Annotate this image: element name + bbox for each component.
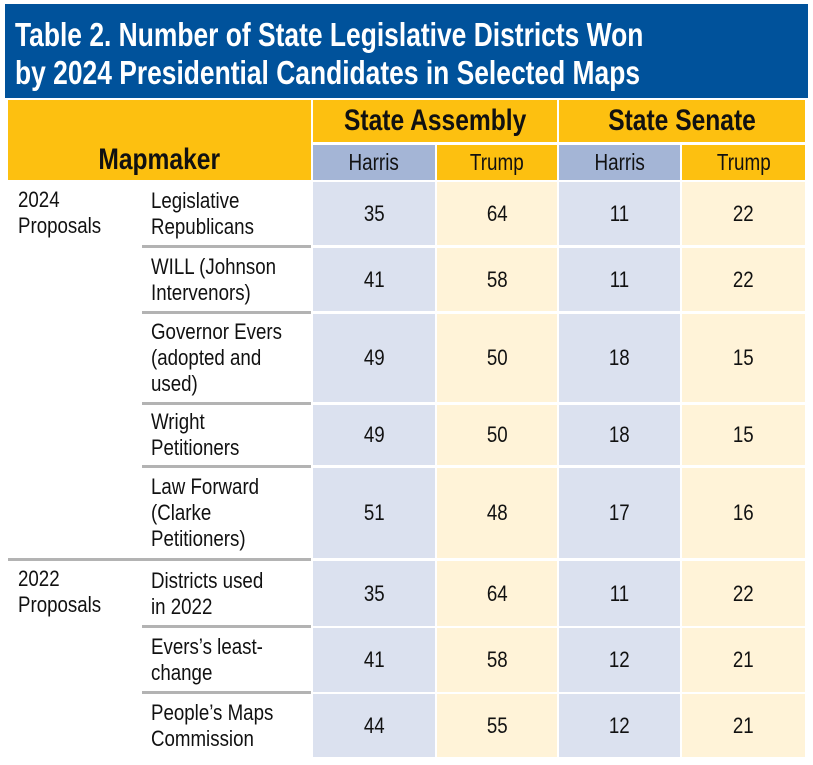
mapmaker-label: People’s Maps Commission: [151, 699, 274, 751]
harris-assembly-cell: 49: [313, 405, 435, 465]
mapmaker-label: Wright Petitioners: [151, 409, 240, 460]
trump-senate-cell: 22: [682, 561, 805, 626]
group-label: 2024 Proposals: [18, 187, 102, 238]
harris-assembly-cell: 35: [313, 182, 435, 245]
row-divider: [142, 625, 311, 628]
harris-assembly-cell: 44: [313, 694, 435, 757]
mapmaker-label: WILL (Johnson Intervenors): [151, 253, 277, 305]
subheader-trump-senate: Trump: [682, 145, 805, 180]
title-line-1: Table 2. Number of State Legislative Dis…: [15, 16, 644, 53]
trump-assembly-cell: 64: [437, 182, 557, 245]
trump-assembly-cell: 55: [437, 694, 557, 757]
mapmaker-label: Legislative Republicans: [151, 187, 254, 239]
mapmaker-header: Mapmaker: [8, 100, 311, 180]
harris-senate-cell: 12: [559, 694, 680, 757]
harris-senate-cell: 18: [559, 314, 680, 402]
harris-senate-cell: 11: [559, 561, 680, 626]
state-senate-header: State Senate: [559, 100, 805, 142]
trump-senate-cell: 16: [682, 468, 805, 558]
trump-senate-cell: 21: [682, 694, 805, 757]
harris-assembly-cell: 49: [313, 314, 435, 402]
harris-senate-cell: 18: [559, 405, 680, 465]
trump-assembly-cell: 64: [437, 561, 557, 626]
subheader-harris-senate: Harris: [559, 145, 680, 180]
mapmaker-label: Evers’s least- change: [151, 634, 263, 685]
row-divider: [142, 465, 311, 468]
trump-assembly-cell: 48: [437, 468, 557, 558]
mapmaker-label: Districts used in 2022: [151, 567, 264, 619]
subheader-trump-assembly: Trump: [437, 145, 557, 180]
row-divider: [142, 245, 311, 248]
harris-assembly-cell: 51: [313, 468, 435, 558]
row-divider: [142, 311, 311, 314]
mapmaker-label: Governor Evers (adopted and used): [151, 319, 282, 396]
harris-assembly-cell: 41: [313, 628, 435, 692]
harris-assembly-cell: 35: [313, 561, 435, 626]
trump-assembly-cell: 50: [437, 314, 557, 402]
trump-senate-cell: 21: [682, 628, 805, 692]
trump-assembly-cell: 58: [437, 628, 557, 692]
table-title: Table 2. Number of State Legislative Dis…: [5, 4, 808, 98]
row-divider: [142, 691, 311, 694]
harris-senate-cell: 12: [559, 628, 680, 692]
subheader-harris-assembly: Harris: [313, 145, 435, 180]
mapmaker-label: Law Forward (Clarke Petitioners): [151, 474, 260, 551]
trump-senate-cell: 22: [682, 182, 805, 245]
trump-senate-cell: 22: [682, 248, 805, 311]
group-label: 2022 Proposals: [18, 566, 102, 617]
harris-senate-cell: 11: [559, 248, 680, 311]
trump-assembly-cell: 50: [437, 405, 557, 465]
trump-senate-cell: 15: [682, 314, 805, 402]
harris-senate-cell: 17: [559, 468, 680, 558]
group-divider: [8, 558, 311, 561]
trump-assembly-cell: 58: [437, 248, 557, 311]
state-assembly-header: State Assembly: [313, 100, 557, 142]
harris-senate-cell: 11: [559, 182, 680, 245]
title-line-2: by 2024 Presidential Candidates in Selec…: [15, 54, 641, 91]
trump-senate-cell: 15: [682, 405, 805, 465]
row-divider: [142, 402, 311, 405]
harris-assembly-cell: 41: [313, 248, 435, 311]
